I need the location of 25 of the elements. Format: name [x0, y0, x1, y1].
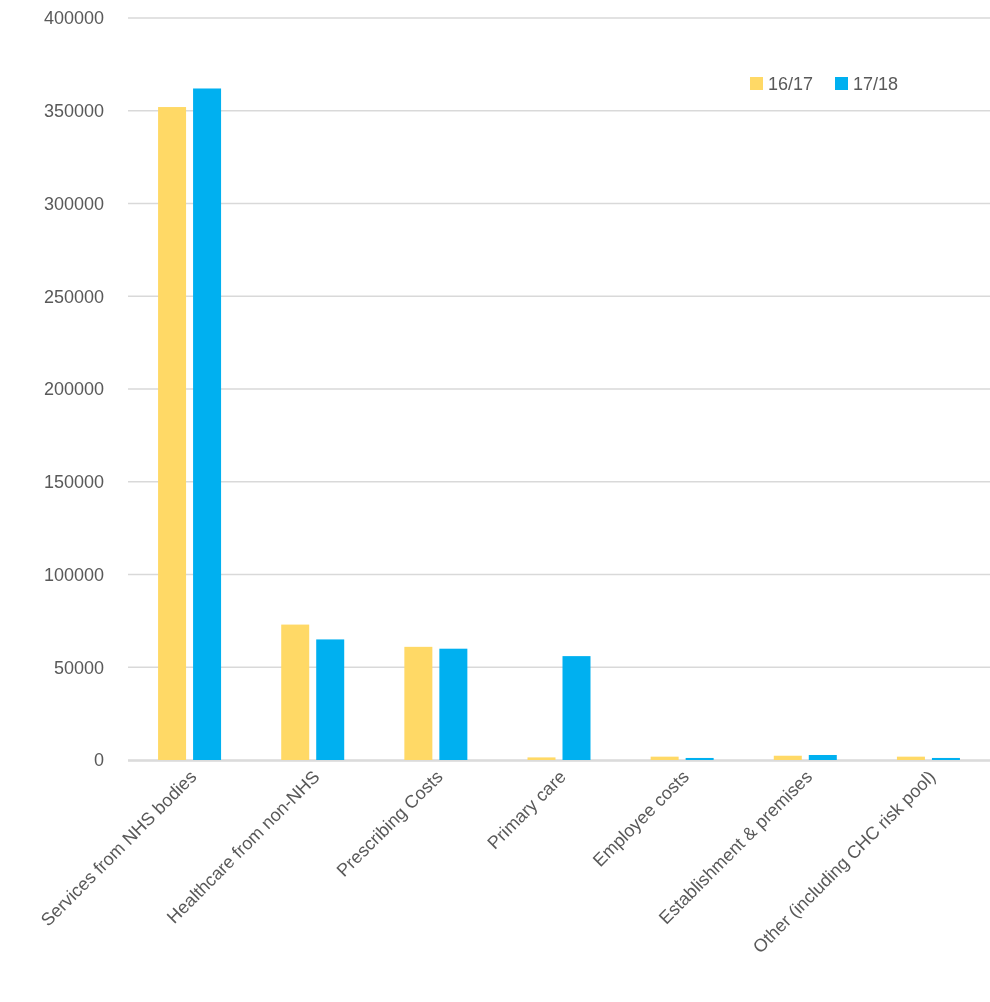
- bar: [685, 757, 714, 760]
- y-tick-label: 0: [93, 750, 104, 771]
- bar: [562, 656, 591, 760]
- y-tick-label: 200000: [43, 379, 104, 400]
- y-tick-label: 50000: [53, 657, 104, 678]
- y-tick-label: 150000: [43, 472, 104, 493]
- y-tick-label: 350000: [43, 101, 104, 122]
- y-tick-label: 250000: [43, 286, 104, 307]
- bar: [439, 648, 468, 760]
- bar: [193, 88, 222, 760]
- bar: [158, 107, 187, 760]
- bar: [650, 756, 679, 760]
- y-tick-label: 100000: [43, 564, 104, 585]
- bar: [896, 756, 925, 760]
- bar: [931, 757, 960, 760]
- bar: [773, 755, 802, 760]
- legend-label: 16/17: [768, 74, 814, 95]
- bar: [808, 754, 837, 760]
- y-tick-label: 300000: [43, 193, 104, 214]
- bar: [404, 646, 433, 760]
- bar: [316, 639, 345, 760]
- legend-label: 17/18: [853, 74, 899, 95]
- bar: [281, 624, 310, 760]
- y-tick-label: 400000: [43, 8, 104, 29]
- bar: [527, 757, 556, 760]
